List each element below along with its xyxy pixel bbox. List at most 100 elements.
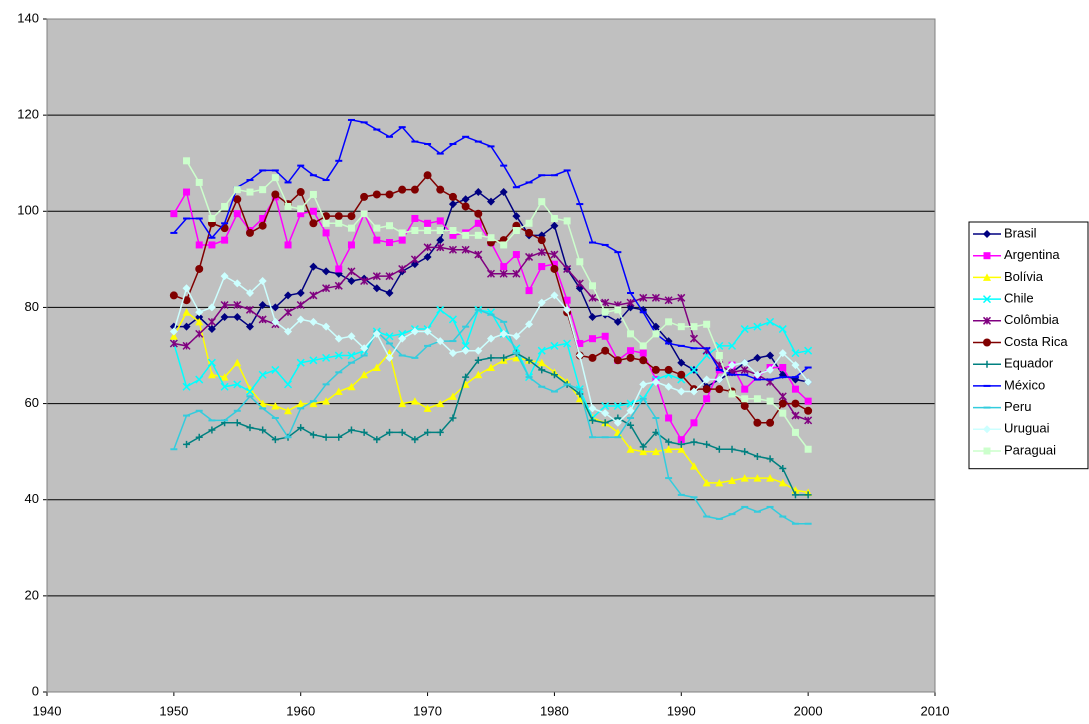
marker xyxy=(627,421,635,429)
marker xyxy=(385,190,394,199)
marker xyxy=(347,332,356,341)
marker xyxy=(487,234,495,242)
marker xyxy=(424,219,432,227)
marker xyxy=(741,385,749,393)
marker xyxy=(335,265,343,273)
marker xyxy=(297,205,305,213)
marker xyxy=(677,370,686,379)
marker xyxy=(233,419,241,427)
marker xyxy=(245,305,255,314)
marker xyxy=(208,214,216,222)
series xyxy=(170,308,812,525)
marker xyxy=(690,438,698,446)
legend-label: México xyxy=(1004,377,1045,392)
marker xyxy=(233,380,242,389)
marker xyxy=(512,269,521,278)
marker xyxy=(601,298,610,307)
marker xyxy=(652,330,660,338)
marker xyxy=(538,366,546,374)
marker xyxy=(588,313,597,322)
marker xyxy=(651,377,660,386)
marker xyxy=(741,448,749,456)
marker xyxy=(791,411,800,420)
marker xyxy=(398,329,407,338)
marker xyxy=(449,231,457,239)
marker xyxy=(411,436,419,444)
marker xyxy=(245,322,254,331)
marker xyxy=(461,245,470,254)
marker xyxy=(233,186,241,194)
marker xyxy=(728,445,736,453)
marker xyxy=(626,445,635,453)
marker xyxy=(550,291,559,300)
marker xyxy=(689,462,698,470)
marker xyxy=(245,228,254,237)
marker xyxy=(258,301,267,310)
marker xyxy=(779,464,787,472)
marker xyxy=(715,375,724,384)
marker xyxy=(271,317,280,326)
marker xyxy=(334,281,343,290)
marker xyxy=(284,327,293,336)
marker xyxy=(347,224,355,232)
marker xyxy=(386,428,394,436)
marker xyxy=(448,245,457,254)
marker xyxy=(309,399,318,408)
series xyxy=(169,305,813,423)
marker xyxy=(195,313,204,322)
legend-label: Peru xyxy=(1004,399,1031,414)
marker xyxy=(335,433,343,441)
marker xyxy=(462,373,470,381)
marker xyxy=(575,351,584,360)
marker xyxy=(449,414,457,422)
marker xyxy=(753,452,761,460)
marker xyxy=(766,351,775,360)
marker xyxy=(702,478,711,487)
marker xyxy=(677,440,685,448)
marker xyxy=(804,346,813,355)
x-tick-label: 2000 xyxy=(794,703,823,718)
marker xyxy=(766,418,775,427)
marker xyxy=(208,241,216,249)
plot-frame xyxy=(46,18,936,693)
marker xyxy=(258,370,267,379)
series xyxy=(169,308,813,497)
marker xyxy=(386,222,394,230)
marker xyxy=(220,272,229,281)
legend-item: Chile xyxy=(973,291,1034,306)
x-tick-label: 1940 xyxy=(33,703,62,718)
x-tick-label: 1950 xyxy=(159,703,188,718)
marker xyxy=(259,214,267,222)
marker xyxy=(601,419,609,427)
marker xyxy=(627,330,635,338)
marker xyxy=(474,250,483,259)
legend-marker xyxy=(983,360,991,368)
marker xyxy=(525,320,534,329)
marker xyxy=(665,438,673,446)
marker xyxy=(309,207,317,215)
marker xyxy=(182,308,191,316)
marker xyxy=(525,228,534,237)
marker xyxy=(512,332,521,341)
marker xyxy=(398,428,406,436)
marker xyxy=(220,382,229,391)
legend-label: Costa Rica xyxy=(1004,334,1068,349)
marker xyxy=(690,419,698,427)
marker xyxy=(183,157,191,165)
marker xyxy=(715,478,724,487)
marker xyxy=(423,171,432,180)
marker xyxy=(259,186,267,194)
marker xyxy=(639,349,647,357)
marker xyxy=(322,267,331,276)
marker xyxy=(258,315,267,324)
marker xyxy=(220,373,229,381)
y-tick-label: 60 xyxy=(25,395,39,410)
marker xyxy=(677,445,686,453)
marker xyxy=(183,440,191,448)
marker xyxy=(309,356,318,365)
marker xyxy=(373,436,381,444)
marker xyxy=(233,195,242,204)
marker xyxy=(639,356,648,365)
marker xyxy=(436,217,444,225)
